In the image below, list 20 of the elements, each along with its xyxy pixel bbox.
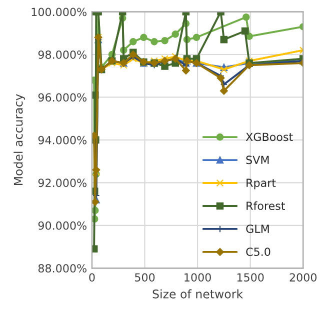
y-tick-label: 98.000% [38,50,86,59]
legend-label: Rforest [246,201,285,210]
y-tick-label: 90.000% [38,221,86,230]
y-tick-label: 92.000% [38,178,86,188]
legend-label: SVM [246,156,269,164]
x-tick-label: 2000 [290,273,317,282]
y-tick-label: 96.000% [38,93,86,102]
y-tick-label: 88.000% [38,264,86,273]
legend-label: Rpart [246,178,276,190]
y-tick-label: 94.000% [38,136,86,144]
legend-label: C5.0 [246,248,270,256]
x-axis-title: Size of network [152,289,244,298]
y-tick-label: 100.000% [32,8,86,16]
x-tick-label: 0 [89,273,95,282]
legend-label: GLM [246,224,269,234]
x-tick-label: 1500 [237,273,264,282]
y-axis-title: Model accuracy [14,94,26,186]
legend-label: XGBoost [246,132,293,142]
x-tick-label: 1000 [184,273,211,282]
x-tick-label: 500 [135,273,155,282]
